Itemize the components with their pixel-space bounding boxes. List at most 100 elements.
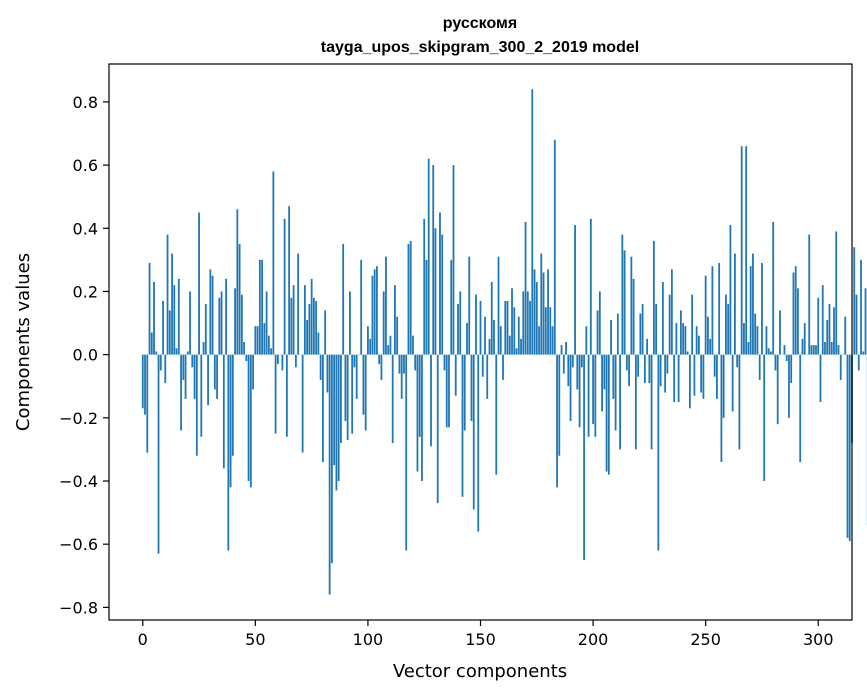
bar-258 [722,354,725,418]
bar-196 [583,354,585,560]
bar-188 [565,342,567,355]
bar-103 [373,269,376,355]
bar-109 [387,345,390,355]
bar-319 [860,259,862,355]
bar-223 [643,354,646,384]
bar-166 [515,348,518,355]
bar-217 [630,256,633,355]
x-axis-label: Vector components [393,661,567,682]
bar-107 [382,291,385,355]
bar-215 [625,354,628,371]
y-axis-ticks: −0.8 −0.6 −0.4 −0.2 0.0 0.2 0.4 0.6 0.8 [59,93,109,617]
bar-44 [240,294,243,355]
bar-170 [524,221,527,355]
bar-274 [758,354,761,380]
bar-255 [716,354,718,399]
bar-314 [848,354,851,542]
bar-176 [538,326,540,355]
bar-68 [294,354,297,368]
bar-1 [144,354,146,415]
bar-233 [666,354,669,374]
bar-114 [398,354,401,374]
bar-282 [776,354,779,425]
bar-0 [141,354,144,409]
bar-171 [526,291,529,355]
bar-111 [391,354,394,444]
bar-64 [285,354,288,437]
chart-title-line1: русскомя [443,15,517,32]
bar-46 [245,354,248,361]
bar-244 [691,294,694,355]
bar-7 [157,354,160,554]
bar-59 [274,354,277,434]
bar-100 [367,326,369,355]
bar-281 [774,354,777,371]
bar-37 [225,278,227,355]
bar-2 [146,354,149,453]
bar-195 [580,354,583,368]
bar-300 [817,297,820,355]
x-tick-label-1: 50 [245,630,265,649]
bar-256 [718,263,721,355]
bar-241 [684,326,687,355]
bar-289 [792,272,795,355]
bar-78 [317,332,320,355]
bar-207 [607,354,610,475]
bar-252 [709,338,712,355]
bar-247 [698,335,700,355]
bar-283 [779,310,781,355]
bar-83 [328,354,331,595]
x-tick-label-5: 250 [690,630,721,649]
y-tick-label-3: −0.2 [59,409,98,428]
bar-257 [720,354,723,463]
bar-110 [389,335,392,355]
bar-191 [571,354,574,368]
bar-38 [227,354,230,551]
bar-127 [427,158,430,355]
bar-43 [238,244,241,355]
bar-9 [162,300,164,355]
bar-116 [403,354,405,374]
bar-157 [495,354,498,475]
bar-232 [664,354,667,393]
bar-30 [209,269,212,355]
bar-192 [574,225,576,355]
bar-178 [542,272,545,355]
y-axis-label: Components values [13,253,34,431]
bar-31 [211,275,214,355]
y-tick-label-5: 0.2 [73,282,98,301]
y-tick-label-2: −0.4 [59,472,98,491]
bar-310 [839,354,842,380]
bar-261 [729,225,732,355]
bar-249 [702,354,705,399]
bar-132 [439,212,441,355]
bar-71 [301,354,304,453]
bar-210 [614,354,617,431]
bar-55 [265,291,268,355]
bar-69 [297,253,300,355]
bar-213 [621,234,624,355]
bar-147 [472,354,475,510]
bar-219 [634,354,637,450]
bar-294 [803,323,806,355]
bar-141 [459,291,462,355]
bar-91 [346,354,349,440]
bar-35 [220,291,223,355]
bar-263 [734,253,736,355]
bar-60 [276,354,279,365]
bar-58 [272,171,275,355]
bar-316 [853,247,856,355]
bars-group [141,89,867,595]
bar-161 [504,300,507,355]
bar-297 [810,345,813,355]
bar-153 [486,354,489,399]
bar-302 [821,285,824,355]
bar-8 [159,354,162,371]
bar-93 [351,354,354,434]
x-tick-label-4: 200 [578,630,609,649]
bar-88 [340,354,342,444]
bar-11 [166,234,169,355]
bar-313 [846,354,849,538]
bar-89 [342,244,345,355]
